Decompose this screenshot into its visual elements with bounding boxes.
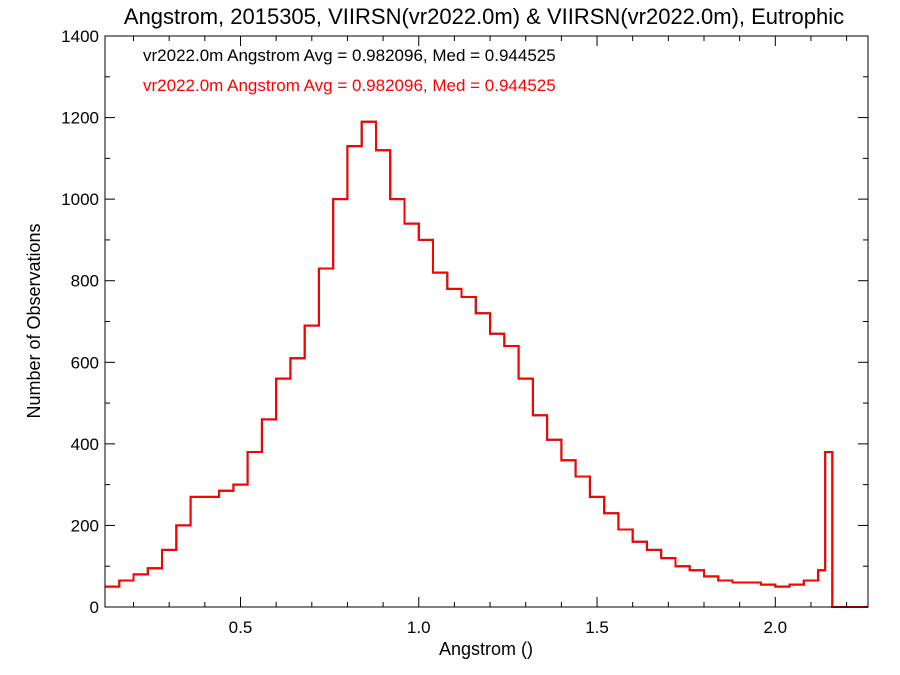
stats-annotation-red: vr2022.0m Angstrom Avg = 0.982096, Med =… (143, 76, 556, 95)
y-axis-ticks: 0 200 400 600 800 1000 1200 1400 (61, 27, 868, 617)
y-tick-label: 200 (71, 516, 99, 535)
series-layer (105, 120, 868, 608)
y-tick-label: 600 (71, 353, 99, 372)
chart-title: Angstrom, 2015305, VIIRSN(vr2022.0m) & V… (124, 4, 844, 29)
y-tick-label: 1200 (61, 109, 99, 128)
x-tick-label: 2.0 (763, 618, 787, 637)
y-tick-label: 0 (90, 598, 99, 617)
y-tick-label: 800 (71, 272, 99, 291)
x-tick-label: 1.0 (407, 618, 431, 637)
y-tick-label: 1000 (61, 190, 99, 209)
x-tick-label: 1.5 (585, 618, 609, 637)
x-tick-label: 0.5 (229, 618, 253, 637)
x-axis-ticks: 0.5 1.0 1.5 2.0 (133, 36, 848, 637)
y-axis-label: Number of Observations (24, 223, 44, 418)
histogram-series-2 (105, 120, 868, 608)
y-tick-label: 1400 (61, 27, 99, 46)
y-tick-label: 400 (71, 435, 99, 454)
stats-annotation-black: vr2022.0m Angstrom Avg = 0.982096, Med =… (143, 46, 556, 65)
x-axis-label: Angstrom () (439, 639, 533, 659)
